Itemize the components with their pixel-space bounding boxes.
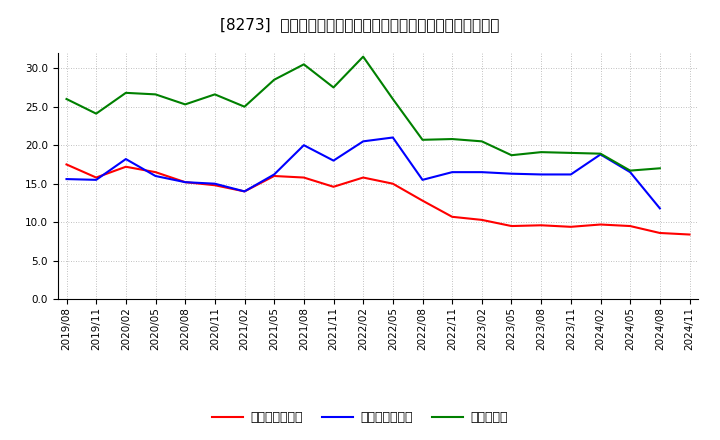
Line: 売上債権回転率: 売上債権回転率 [66, 165, 690, 235]
買入債務回転率 [537, 172, 546, 177]
売上債権回転率 [210, 183, 219, 188]
買入債務回転率 [210, 181, 219, 187]
在庫回転率 [389, 96, 397, 102]
在庫回転率 [448, 136, 456, 142]
売上債権回転率 [62, 162, 71, 167]
買入債務回転率 [626, 169, 634, 175]
買入債務回転率 [122, 156, 130, 161]
買入債務回転率 [92, 177, 101, 183]
売上債権回転率 [685, 232, 694, 237]
売上債権回転率 [122, 164, 130, 169]
在庫回転率 [626, 168, 634, 173]
買入債務回転率 [240, 189, 249, 194]
売上債権回転率 [655, 231, 664, 236]
買入債務回転率 [389, 135, 397, 140]
売上債権回転率 [92, 175, 101, 180]
買入債務回転率 [359, 139, 367, 144]
買入債務回転率 [567, 172, 575, 177]
売上債権回転率 [389, 181, 397, 187]
買入債務回転率 [507, 171, 516, 176]
買入債務回転率 [300, 143, 308, 148]
在庫回転率 [655, 165, 664, 171]
売上債権回転率 [537, 223, 546, 228]
買入債務回転率 [596, 152, 605, 157]
売上債権回転率 [507, 224, 516, 229]
Legend: 売上債権回転率, 買入債務回転率, 在庫回転率: 売上債権回転率, 買入債務回転率, 在庫回転率 [207, 407, 513, 429]
売上債権回転率 [448, 214, 456, 220]
売上債権回転率 [477, 217, 486, 223]
在庫回転率 [122, 90, 130, 95]
Text: [8273]  売上債権回転率、買入債務回転率、在庫回転率の推移: [8273] 売上債権回転率、買入債務回転率、在庫回転率の推移 [220, 18, 500, 33]
買入債務回転率 [418, 177, 427, 183]
在庫回転率 [92, 111, 101, 116]
売上債権回転率 [240, 189, 249, 194]
売上債権回転率 [418, 198, 427, 203]
買入債務回転率 [329, 158, 338, 163]
在庫回転率 [537, 150, 546, 155]
在庫回転率 [596, 151, 605, 156]
売上債権回転率 [151, 169, 160, 175]
Line: 在庫回転率: 在庫回転率 [66, 57, 660, 171]
買入債務回転率 [151, 173, 160, 179]
買入債務回転率 [477, 169, 486, 175]
在庫回転率 [240, 104, 249, 109]
在庫回転率 [62, 96, 71, 102]
売上債権回転率 [596, 222, 605, 227]
在庫回転率 [329, 85, 338, 90]
Line: 買入債務回転率: 買入債務回転率 [66, 137, 660, 208]
在庫回転率 [300, 62, 308, 67]
買入債務回転率 [655, 205, 664, 211]
売上債権回転率 [181, 180, 189, 185]
売上債権回転率 [270, 173, 279, 179]
売上債権回転率 [359, 175, 367, 180]
在庫回転率 [181, 102, 189, 107]
買入債務回転率 [181, 180, 189, 185]
買入債務回転率 [270, 172, 279, 177]
在庫回転率 [418, 137, 427, 143]
在庫回転率 [477, 139, 486, 144]
在庫回転率 [151, 92, 160, 97]
在庫回転率 [507, 153, 516, 158]
在庫回転率 [210, 92, 219, 97]
売上債権回転率 [626, 224, 634, 229]
在庫回転率 [567, 150, 575, 156]
買入債務回転率 [448, 169, 456, 175]
買入債務回転率 [62, 176, 71, 182]
売上債権回転率 [329, 184, 338, 189]
在庫回転率 [359, 54, 367, 59]
売上債権回転率 [567, 224, 575, 230]
在庫回転率 [270, 77, 279, 82]
売上債権回転率 [300, 175, 308, 180]
